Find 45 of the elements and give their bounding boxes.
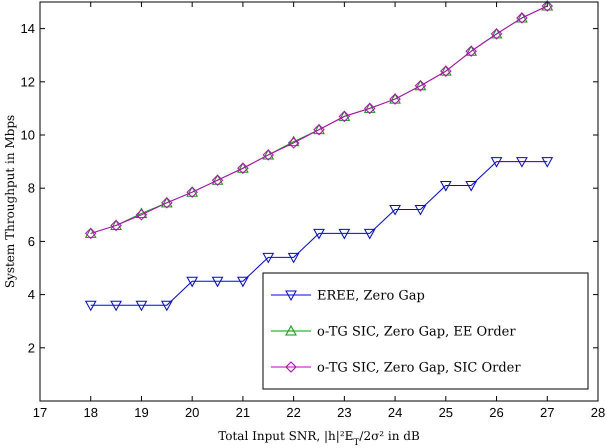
legend-label: o-TG SIC, Zero Gap, EE Order (317, 324, 516, 340)
point (262, 252, 274, 263)
y-tick-label: 6 (28, 234, 35, 249)
y-tick-label: 14 (20, 21, 35, 36)
point (110, 300, 122, 311)
x-tick-label: 28 (590, 405, 606, 420)
point (212, 276, 224, 287)
point (85, 300, 96, 311)
point (314, 228, 324, 239)
x-tick-label: 20 (184, 405, 200, 420)
x-tick-label: 26 (489, 405, 504, 420)
y-tick-label: 4 (28, 287, 35, 302)
x-tick-label: 27 (540, 405, 555, 420)
y-tick-label: 12 (20, 74, 35, 90)
x-tick-label: 22 (286, 405, 301, 420)
x-axis-title: Total Input SNR, |h|²E$_{T}$/2σ² in dB (218, 429, 420, 448)
x-tick-label: 25 (438, 405, 454, 420)
point (338, 228, 350, 239)
point (466, 181, 477, 192)
y-tick-label: 8 (28, 180, 35, 196)
point (491, 157, 502, 168)
y-axis-title: System Throughput in Mbps (3, 114, 17, 288)
x-tick-label: 23 (337, 405, 352, 420)
legend-label: o-TG SIC, Zero Gap, SIC Order (317, 360, 522, 376)
x-tick-label: 19 (134, 405, 149, 420)
legend-label: EREE, Zero Gap (317, 288, 425, 304)
point (136, 300, 147, 311)
point (542, 157, 553, 168)
point (186, 276, 198, 287)
y-tick-label: 2 (28, 340, 35, 356)
point (440, 181, 452, 192)
point (516, 157, 528, 168)
x-tick-label: 18 (83, 405, 98, 420)
x-tick-label: 24 (388, 405, 402, 420)
point (136, 208, 147, 218)
point (390, 204, 401, 215)
x-tick-label: 17 (32, 405, 48, 420)
point (288, 252, 300, 263)
point (414, 204, 426, 215)
point (364, 228, 376, 239)
point (136, 209, 147, 220)
point (237, 276, 248, 287)
y-tick-label: 10 (20, 128, 35, 142)
point (161, 300, 172, 311)
x-tick-label: 21 (236, 405, 250, 420)
